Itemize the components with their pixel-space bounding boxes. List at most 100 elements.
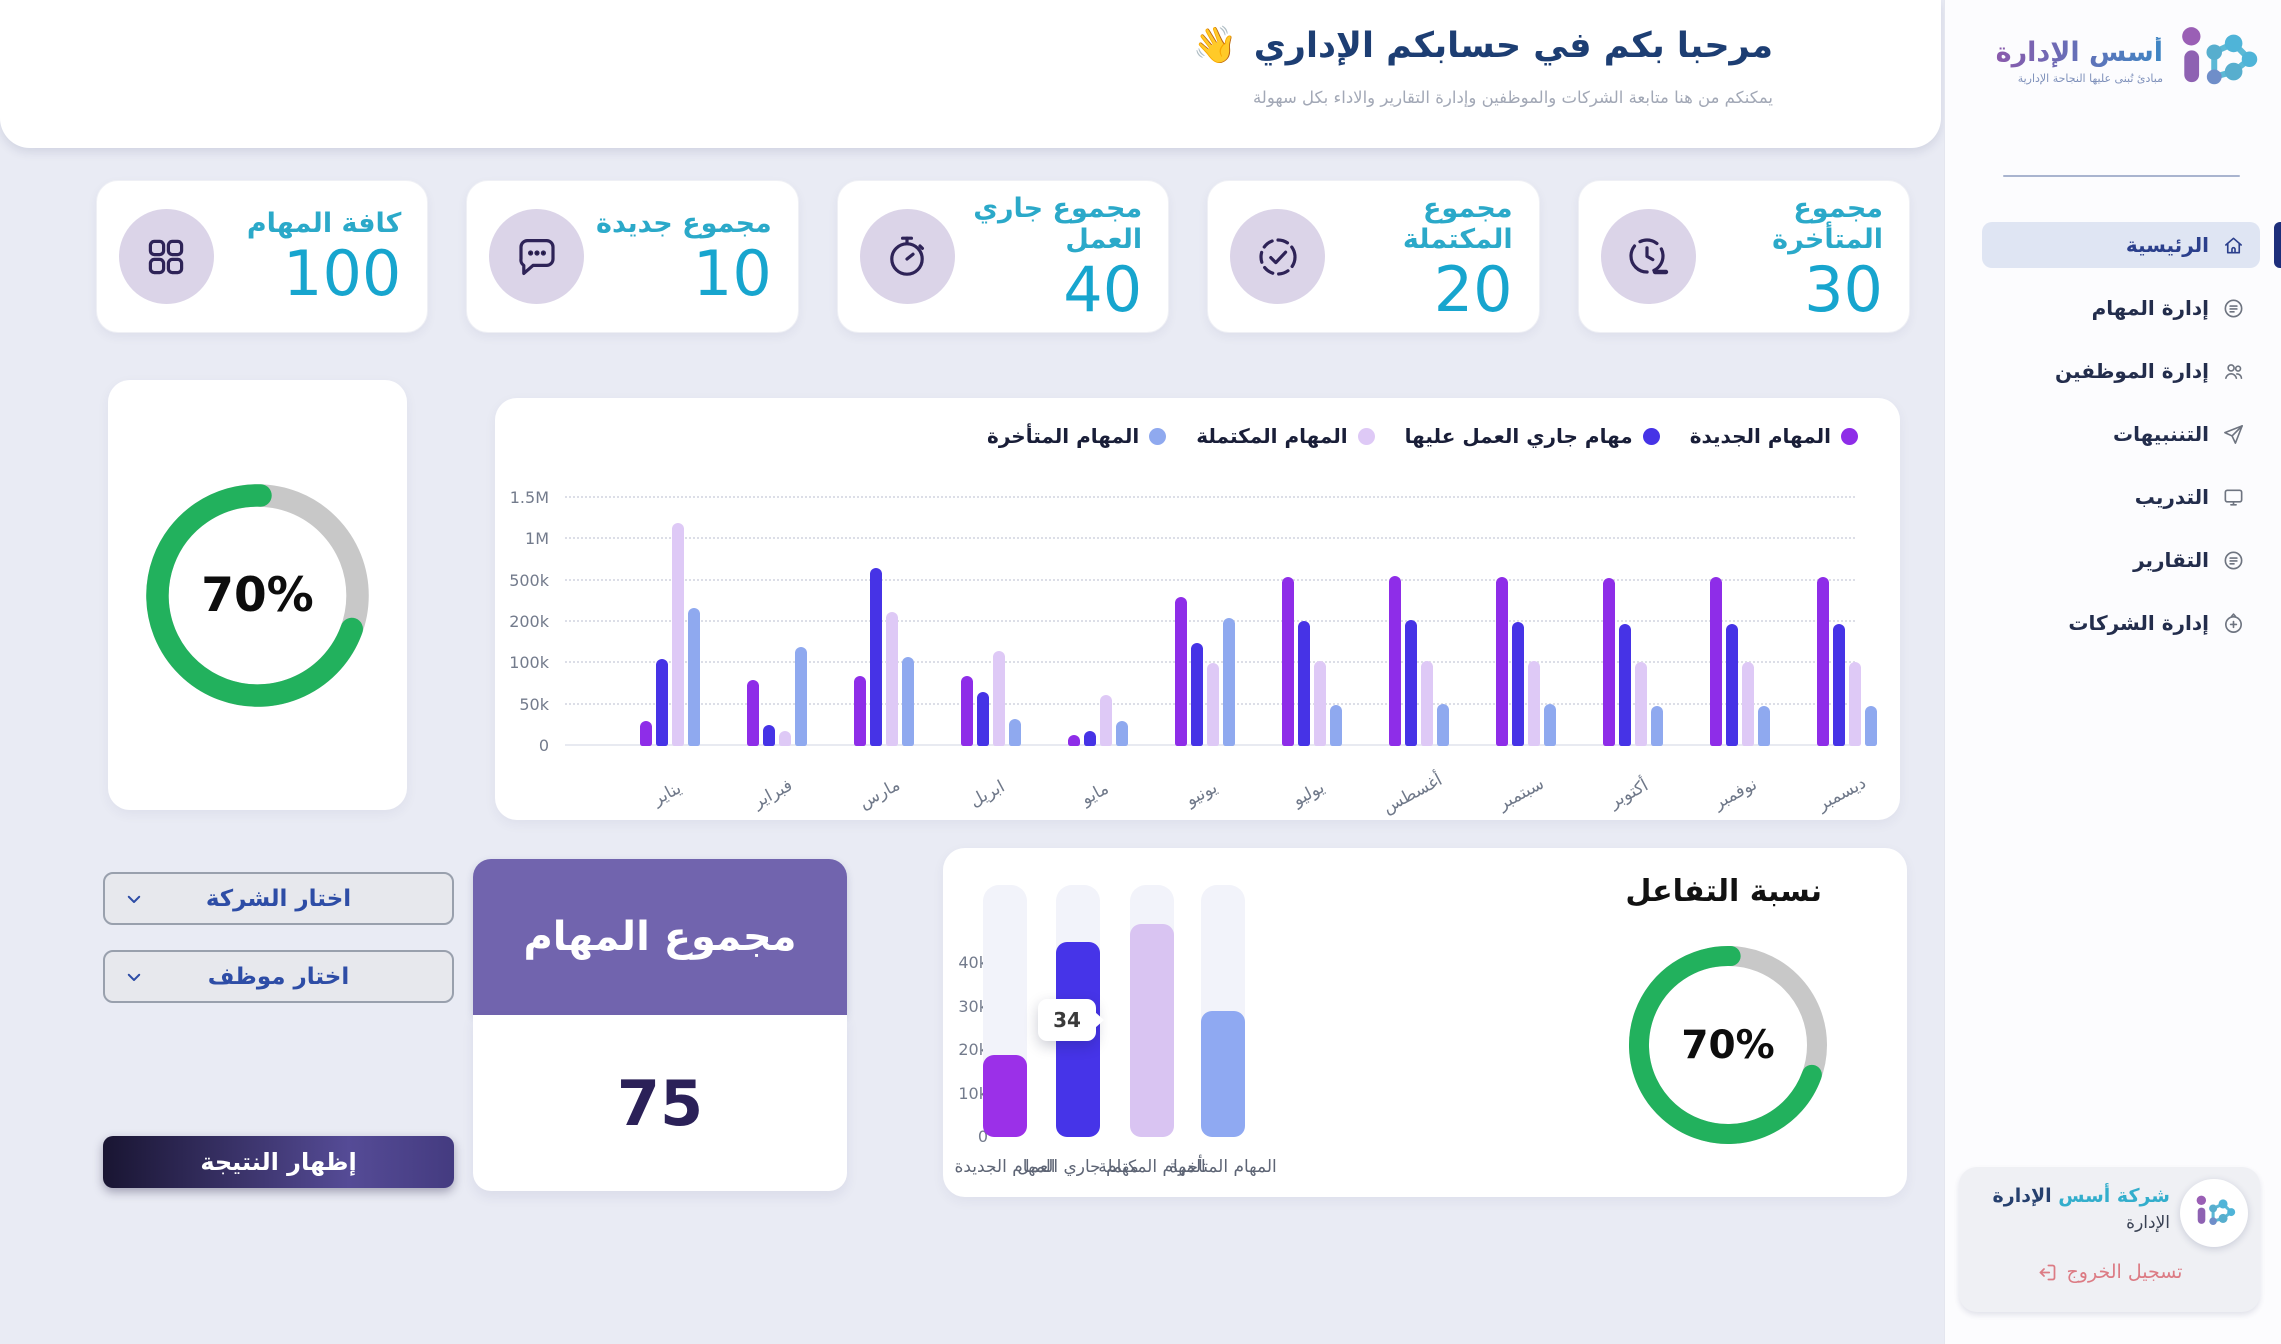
grid-icon [149, 239, 184, 274]
bar-يناير-المهام المكتملة[interactable] [672, 522, 684, 746]
bar-يوليو-المهام المكتملة[interactable] [1314, 661, 1326, 746]
home-icon [2225, 236, 2242, 254]
bar-مايو-المهام الجديدة[interactable] [1068, 735, 1080, 746]
gridline [565, 620, 1855, 622]
stats-row: مجموع المتأخرة 30 مجموع المكتملة 20 مجموع جا… [95, 180, 1910, 333]
bar-المهام الجديدة[interactable] [983, 1054, 1027, 1137]
bar-نوفمبر-المهام المكتملة[interactable] [1742, 662, 1754, 746]
bar-يونيو-مهام جاري العمل عليها[interactable] [1191, 642, 1203, 746]
total-tasks-title: مجموع المهام [523, 914, 797, 960]
bar-يوليو-مهام جاري العمل عليها[interactable] [1298, 620, 1310, 746]
bar-يناير-مهام جاري العمل عليها[interactable] [656, 659, 668, 746]
gridline [565, 537, 1855, 540]
bar-أغسطس-مهام جاري العمل عليها[interactable] [1405, 619, 1417, 746]
x-axis-label: فبراير [749, 775, 796, 813]
bar-ابريل-المهام المتأخرة[interactable] [1009, 718, 1021, 746]
company-select[interactable]: اختار الشركة [103, 872, 454, 925]
bar-ابريل-المهام المكتملة[interactable] [993, 650, 1005, 746]
bar-مارس-مهام جاري العمل عليها[interactable] [870, 568, 882, 746]
bar-يوليو-المهام الجديدة[interactable] [1282, 576, 1294, 746]
sidebar-nav: الرئيسية إدارة المهام إدارة الموظفين التننب… [1945, 222, 2281, 663]
legend-item-المهام المتأخرة[interactable]: المهام المتأخرة [987, 424, 1167, 448]
employee-select[interactable]: اختار موظف [103, 950, 454, 1003]
bar-مايو-مهام جاري العمل عليها[interactable] [1084, 731, 1096, 746]
bar-أغسطس-المهام المتأخرة[interactable] [1437, 703, 1449, 746]
bar-ديسمبر-مهام جاري العمل عليها[interactable] [1833, 624, 1845, 746]
sidebar-item-إدارة الموظفين[interactable]: إدارة الموظفين [1982, 348, 2260, 394]
user-card[interactable]: شركة أسس الإدارة الإدارة تسجيل الخروج [1959, 1167, 2260, 1312]
sidebar-item-التقارير[interactable]: التقارير [1982, 537, 2260, 583]
bar-يناير-المهام الجديدة[interactable] [640, 721, 652, 746]
bar-سبتمبر-المهام الجديدة[interactable] [1496, 576, 1508, 746]
company-select-label: اختار الشركة [205, 885, 352, 912]
stat-card-كافة المهام: كافة المهام 100 [95, 180, 429, 333]
completion-donut [146, 483, 369, 707]
x-axis-label: أكتوبر [1606, 775, 1652, 813]
bar-أغسطس-المهام الجديدة[interactable] [1389, 575, 1401, 746]
bar-يناير-المهام المتأخرة[interactable] [688, 608, 700, 746]
bar-فبراير-المهام الجديدة[interactable] [747, 679, 759, 746]
x-axis-label: المهام المكتملة [1098, 1157, 1206, 1177]
sidebar-item-إدارة المهام[interactable]: إدارة المهام [1982, 285, 2260, 331]
employees-icon [2225, 363, 2243, 379]
bar-ابريل-مهام جاري العمل عليها[interactable] [977, 692, 989, 746]
stat-icon-circle [1230, 209, 1326, 304]
monitor-icon [2224, 488, 2243, 506]
bar-أكتوبر-مهام جاري العمل عليها[interactable] [1619, 624, 1631, 746]
legend-item-المهام الجديدة[interactable]: المهام الجديدة [1690, 424, 1858, 448]
bar-المهام المتأخرة[interactable] [1201, 1011, 1245, 1137]
legend-item-المهام المكتملة[interactable]: المهام المكتملة [1196, 424, 1375, 448]
bar-نوفمبر-مهام جاري العمل عليها[interactable] [1726, 624, 1738, 746]
legend-item-مهام جاري العمل عليها[interactable]: مهام جاري العمل عليها [1405, 424, 1660, 448]
app-logo[interactable]: أسس الإدارة مبادئ تُبنى عليها النجاحة ال… [1996, 24, 2259, 98]
sidebar-item-الرئيسية[interactable]: الرئيسية [1982, 222, 2281, 268]
send-icon [2224, 424, 2243, 444]
bar-المهام المكتملة[interactable] [1130, 924, 1174, 1137]
legend-dot [1841, 427, 1858, 445]
check-circle-icon [1259, 237, 1297, 276]
stat-title: مجموع المتأخرة [1772, 192, 1883, 255]
bar-فبراير-المهام المكتملة[interactable] [779, 731, 791, 746]
bar-أكتوبر-المهام المكتملة[interactable] [1635, 662, 1647, 746]
bar-فبراير-المهام المتأخرة[interactable] [795, 646, 807, 746]
x-axis-label: نوفمبر [1710, 774, 1761, 814]
bar-مارس-المهام المتأخرة[interactable] [902, 657, 914, 746]
bar-فبراير-مهام جاري العمل عليها[interactable] [763, 725, 775, 746]
bar-نوفمبر-المهام المتأخرة[interactable] [1758, 705, 1770, 746]
bar-ديسمبر-المهام الجديدة[interactable] [1817, 577, 1829, 746]
stat-card-مجموع المكتملة: مجموع المكتملة 20 [1207, 180, 1540, 333]
bar-مارس-المهام الجديدة[interactable] [854, 675, 866, 746]
sidebar-item-التننبيهات[interactable]: التننبيهات [1982, 411, 2260, 457]
wave-emoji: 👋 [1192, 25, 1238, 66]
bar-يونيو-المهام المكتملة[interactable] [1207, 663, 1219, 746]
bar-يوليو-المهام المتأخرة[interactable] [1330, 704, 1342, 746]
bar-سبتمبر-مهام جاري العمل عليها[interactable] [1512, 622, 1524, 746]
show-result-button[interactable]: إظهار النتيجة [103, 1136, 454, 1188]
bar-مارس-المهام المكتملة[interactable] [886, 612, 898, 746]
bar-مايو-المهام المتأخرة[interactable] [1116, 721, 1128, 746]
sidebar-item-إدارة الشركات[interactable]: إدارة الشركات [1982, 600, 2260, 646]
tasks-icon [2224, 299, 2243, 317]
bar-يونيو-المهام المتأخرة[interactable] [1223, 617, 1235, 746]
legend-label: المهام الجديدة [1689, 424, 1831, 448]
bar-نوفمبر-المهام الجديدة[interactable] [1710, 576, 1722, 746]
sidebar-item-label: إدارة الموظفين [2055, 359, 2209, 383]
bar-أكتوبر-المهام المتأخرة[interactable] [1651, 706, 1663, 746]
x-axis-label: المهام المتأخرة [1169, 1157, 1277, 1177]
bar-مايو-المهام المكتملة[interactable] [1100, 694, 1112, 746]
sidebar-item-label: التننبيهات [2113, 422, 2209, 446]
bar-ديسمبر-المهام المتأخرة[interactable] [1865, 705, 1877, 746]
sidebar-divider [2003, 175, 2240, 177]
logout-button[interactable]: تسجيل الخروج [1971, 1261, 2248, 1283]
y-axis-tick: 0 [538, 736, 549, 755]
bar-يونيو-المهام الجديدة[interactable] [1175, 597, 1187, 746]
bar-أغسطس-المهام المكتملة[interactable] [1421, 661, 1433, 746]
bar-ابريل-المهام الجديدة[interactable] [961, 675, 973, 746]
bar-أكتوبر-المهام الجديدة[interactable] [1603, 578, 1615, 746]
sidebar-item-التدريب[interactable]: التدريب [1982, 474, 2260, 520]
bar-سبتمبر-المهام المتأخرة[interactable] [1544, 703, 1556, 746]
total-tasks-body: 75 [473, 1015, 847, 1191]
bar-سبتمبر-المهام المكتملة[interactable] [1528, 661, 1540, 746]
bar-ديسمبر-المهام المكتملة[interactable] [1849, 662, 1861, 746]
